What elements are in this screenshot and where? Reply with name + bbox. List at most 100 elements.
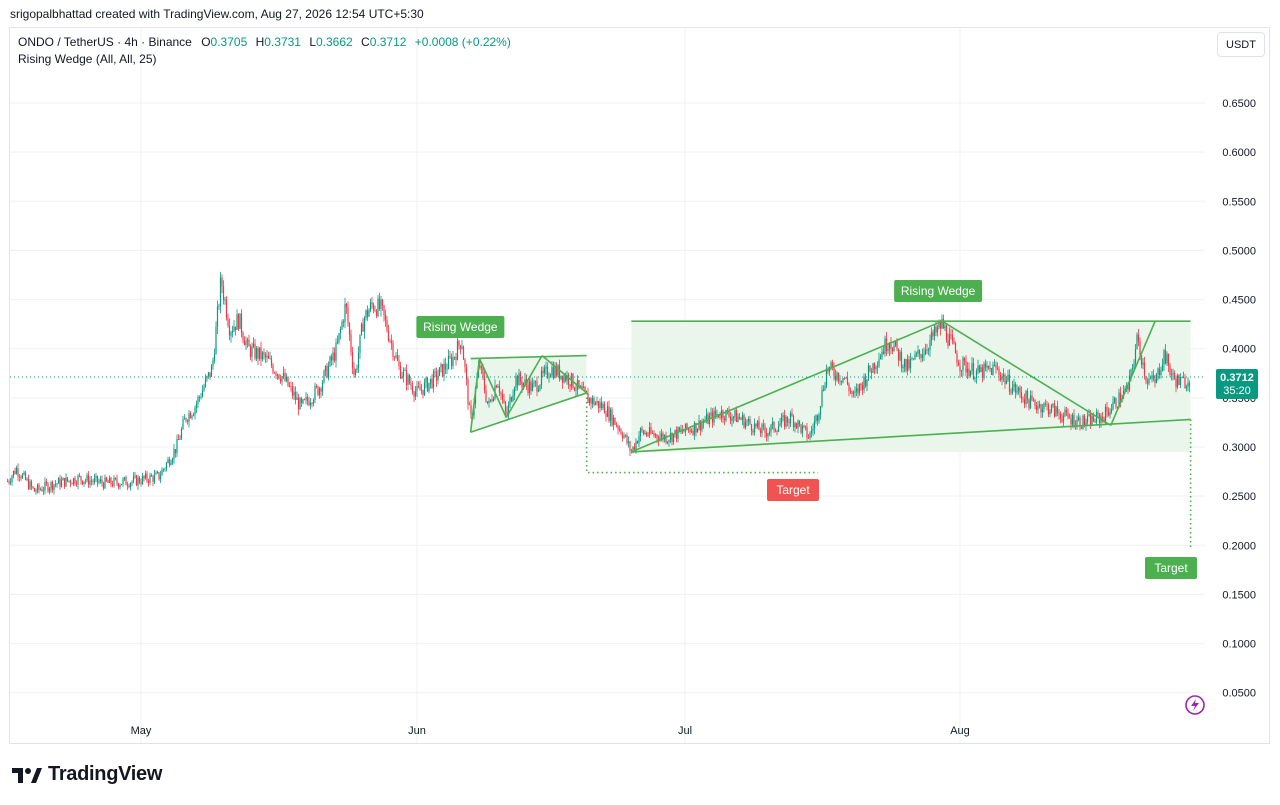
- candle-body: [606, 406, 609, 417]
- candle-body: [845, 377, 847, 379]
- candle-body: [722, 410, 724, 419]
- candle-body: [1145, 376, 1147, 382]
- y-tick-label: 0.6500: [1222, 98, 1256, 110]
- candle-body: [959, 365, 961, 372]
- candle-body: [701, 423, 703, 431]
- candle-body: [425, 378, 427, 383]
- candle-body: [878, 359, 880, 366]
- candle-body: [672, 433, 675, 442]
- candle-body: [660, 433, 663, 437]
- candle-body: [377, 298, 379, 317]
- candle-body: [246, 339, 249, 342]
- candle-body: [1151, 375, 1153, 379]
- candle-body: [860, 383, 862, 385]
- candle-body: [699, 420, 702, 431]
- candle-body: [218, 306, 220, 307]
- candle-body: [263, 352, 265, 355]
- candle-body: [126, 485, 129, 487]
- lightning-icon: [1191, 699, 1199, 711]
- candle-body: [680, 429, 682, 431]
- candle-body: [453, 356, 456, 358]
- candle-body: [90, 480, 93, 482]
- symbol-title[interactable]: ONDO / TetherUS · 4h · Binance: [18, 35, 192, 49]
- candle-body: [590, 398, 592, 404]
- candle-body: [231, 331, 234, 333]
- candle-body: [488, 400, 490, 404]
- candle-body: [693, 422, 696, 435]
- candle-body: [930, 332, 933, 341]
- candle-body: [879, 356, 882, 360]
- candle-body: [305, 397, 307, 400]
- candle-body: [350, 334, 352, 353]
- candle-body: [365, 310, 367, 319]
- tradingview-logo: TradingView: [12, 763, 162, 786]
- candle-body: [428, 382, 430, 392]
- candle-body: [800, 424, 802, 433]
- candle-body: [792, 416, 795, 428]
- candle-body: [393, 356, 396, 358]
- candle-body: [222, 286, 225, 300]
- candle-body: [1053, 403, 1056, 417]
- candle-body: [1025, 390, 1027, 405]
- candle-body: [624, 434, 627, 436]
- candle-body: [444, 363, 447, 370]
- candle-body: [491, 399, 493, 401]
- indicator-legend[interactable]: Rising Wedge (All, All, 25): [18, 52, 157, 66]
- candle-body: [1109, 411, 1111, 416]
- candle-body: [843, 378, 846, 379]
- candle-body: [566, 374, 568, 381]
- candle-body: [1187, 382, 1189, 387]
- candle-body: [1067, 412, 1069, 418]
- candle-body: [696, 428, 699, 433]
- wedge-zigzag: [1110, 320, 1156, 426]
- candle-body: [498, 386, 501, 393]
- candle-body: [54, 484, 57, 485]
- candle-body: [9, 482, 12, 483]
- candle-body: [683, 431, 685, 433]
- y-tick-label: 0.5000: [1222, 245, 1256, 257]
- candle-body: [30, 481, 33, 487]
- candle-body: [1002, 374, 1005, 377]
- candle-body: [623, 435, 625, 438]
- candle-body: [819, 406, 822, 415]
- brand-name: TradingView: [48, 763, 163, 785]
- candle-body: [324, 365, 327, 371]
- candle-body: [882, 351, 885, 354]
- candle-body: [608, 406, 610, 421]
- candle-body: [806, 427, 808, 438]
- candle-body: [351, 352, 354, 368]
- candle-body: [317, 386, 319, 396]
- candle-body: [399, 365, 402, 379]
- candle-body: [582, 387, 585, 389]
- candle-body: [423, 382, 426, 395]
- candle-body: [495, 385, 498, 388]
- candle-body: [117, 483, 120, 488]
- candle-body: [437, 375, 439, 381]
- candle-body: [237, 314, 240, 329]
- candle-body: [204, 378, 207, 387]
- candle-body: [723, 418, 726, 421]
- candle-body: [1026, 390, 1029, 400]
- candle-body: [275, 372, 277, 376]
- candle-body: [260, 347, 262, 360]
- candle-body: [116, 478, 118, 484]
- candle-body: [396, 355, 399, 361]
- candle-body: [762, 424, 765, 427]
- candle-body: [14, 470, 16, 474]
- currency-button[interactable]: USDT: [1217, 32, 1265, 57]
- candle-body: [600, 402, 603, 409]
- candle-body: [1173, 373, 1176, 379]
- candle-body: [188, 413, 190, 422]
- candle-body: [665, 435, 667, 443]
- candle-body: [651, 433, 654, 434]
- candle-body: [314, 386, 316, 401]
- candle-body: [692, 430, 694, 435]
- candle-body: [771, 421, 774, 425]
- candle-body: [584, 387, 586, 391]
- candle-body: [776, 431, 778, 432]
- candle-body: [593, 397, 595, 405]
- candle-body: [815, 415, 817, 421]
- candle-body: [870, 371, 873, 373]
- candle-body: [344, 303, 346, 323]
